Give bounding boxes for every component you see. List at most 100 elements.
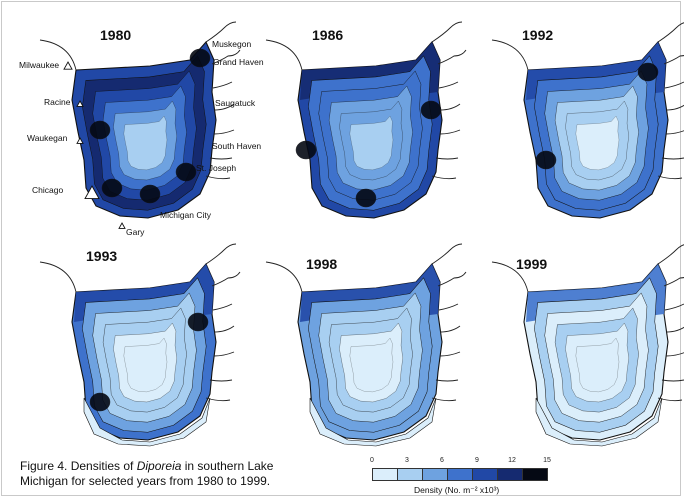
density-hotspot xyxy=(187,312,209,332)
town-label-gary: Gary xyxy=(126,227,145,237)
town-label-south-haven: South Haven xyxy=(212,141,262,151)
river-line xyxy=(205,21,237,43)
legend-title: Density (No. m⁻² x10³) xyxy=(414,485,500,495)
density-hotspot xyxy=(535,150,557,170)
legend-swatch xyxy=(473,469,498,480)
town-marker-icon xyxy=(84,185,100,200)
map-panel-1998: 1998 xyxy=(226,232,467,454)
shallow-shelf xyxy=(83,397,211,447)
density-hotspot xyxy=(637,62,659,82)
legend-tick: 0 xyxy=(370,457,374,464)
river-line xyxy=(213,325,235,333)
town-marker-icon xyxy=(76,137,84,144)
river-line xyxy=(657,397,683,402)
river-line xyxy=(665,352,684,357)
river-line xyxy=(664,81,684,89)
lake-map xyxy=(265,243,467,447)
density-contour xyxy=(349,115,394,171)
legend-tick: 3 xyxy=(405,457,409,464)
river-line xyxy=(437,271,467,287)
river-line xyxy=(211,49,241,65)
density-contour xyxy=(349,337,394,393)
river-line xyxy=(431,175,457,180)
river-line xyxy=(205,243,237,265)
density-hotspot xyxy=(139,184,161,204)
west-shore-line xyxy=(265,39,303,71)
caption-suffix: in southern Lake Michigan for selected y… xyxy=(20,459,274,488)
river-line xyxy=(205,397,231,402)
river-line xyxy=(212,81,233,89)
caption-species: Diporeia xyxy=(136,459,182,473)
river-line xyxy=(665,130,684,135)
density-hotspot xyxy=(89,392,111,412)
river-line xyxy=(431,243,463,265)
year-label: 1998 xyxy=(306,256,338,272)
town-label-saugatuck: Saugatuck xyxy=(215,98,256,108)
legend-swatch xyxy=(398,469,423,480)
legend-swatch xyxy=(448,469,473,480)
river-line xyxy=(435,157,459,160)
river-line xyxy=(438,81,459,89)
west-shore-line xyxy=(39,39,77,71)
river-line xyxy=(437,49,467,65)
town-marker-icon xyxy=(118,222,126,229)
river-line xyxy=(664,303,684,311)
map-panel-1980: 1980 xyxy=(0,0,241,238)
river-line xyxy=(665,104,684,111)
west-shore-line xyxy=(491,261,529,293)
river-line xyxy=(665,326,684,333)
river-line xyxy=(213,103,235,111)
river-line xyxy=(213,351,235,357)
density-contour xyxy=(123,337,168,393)
density-contour xyxy=(123,115,168,171)
river-line xyxy=(657,244,684,265)
river-line xyxy=(657,175,683,180)
legend-tick: 15 xyxy=(543,457,551,464)
river-line xyxy=(209,379,233,382)
town-label-michigan-city: Michigan City xyxy=(160,210,212,220)
year-label: 1993 xyxy=(86,248,118,264)
town-label-milwaukee: Milwaukee xyxy=(19,60,60,70)
legend-swatch xyxy=(523,469,547,480)
river-line xyxy=(439,351,461,357)
caption-prefix: Figure 4. Densities of xyxy=(20,459,137,473)
river-line xyxy=(435,379,459,382)
density-hotspot xyxy=(175,162,197,182)
river-line xyxy=(439,129,461,135)
west-shore-line xyxy=(265,261,303,293)
lake-map xyxy=(39,243,241,447)
year-label: 1986 xyxy=(312,27,344,43)
legend-tick: 12 xyxy=(508,457,516,464)
legend-swatch xyxy=(373,469,398,480)
town-label-racine: Racine xyxy=(44,97,71,107)
legend-color-bar xyxy=(372,468,548,481)
town-label-grand-haven: Grand Haven xyxy=(213,57,264,67)
river-line xyxy=(439,103,461,111)
map-panel-1992: 1992 xyxy=(452,0,684,238)
lake-map xyxy=(491,244,684,447)
river-line xyxy=(213,129,235,135)
river-line xyxy=(211,271,241,287)
figure-caption: Figure 4. Densities of Diporeia in south… xyxy=(20,459,320,489)
year-label: 1980 xyxy=(100,27,132,43)
lake-map xyxy=(265,21,467,219)
density-hotspot xyxy=(420,100,442,120)
river-line xyxy=(431,397,457,402)
west-shore-line xyxy=(39,261,77,293)
river-line xyxy=(205,175,231,180)
density-hotspot xyxy=(295,140,317,160)
river-line xyxy=(663,55,684,65)
shallow-shelf xyxy=(535,397,663,447)
town-label-muskegon: Muskegon xyxy=(212,39,252,49)
town-marker-icon xyxy=(76,100,84,107)
lake-map xyxy=(491,22,684,219)
legend-tick: 9 xyxy=(475,457,479,464)
density-hotspot xyxy=(101,178,123,198)
river-line xyxy=(661,379,684,382)
density-hotspot xyxy=(355,188,377,208)
river-line xyxy=(439,325,461,333)
town-label-chicago: Chicago xyxy=(32,185,64,195)
river-line xyxy=(657,22,684,43)
map-panel-1999: 1999 xyxy=(452,232,684,454)
density-hotspot xyxy=(189,48,211,68)
